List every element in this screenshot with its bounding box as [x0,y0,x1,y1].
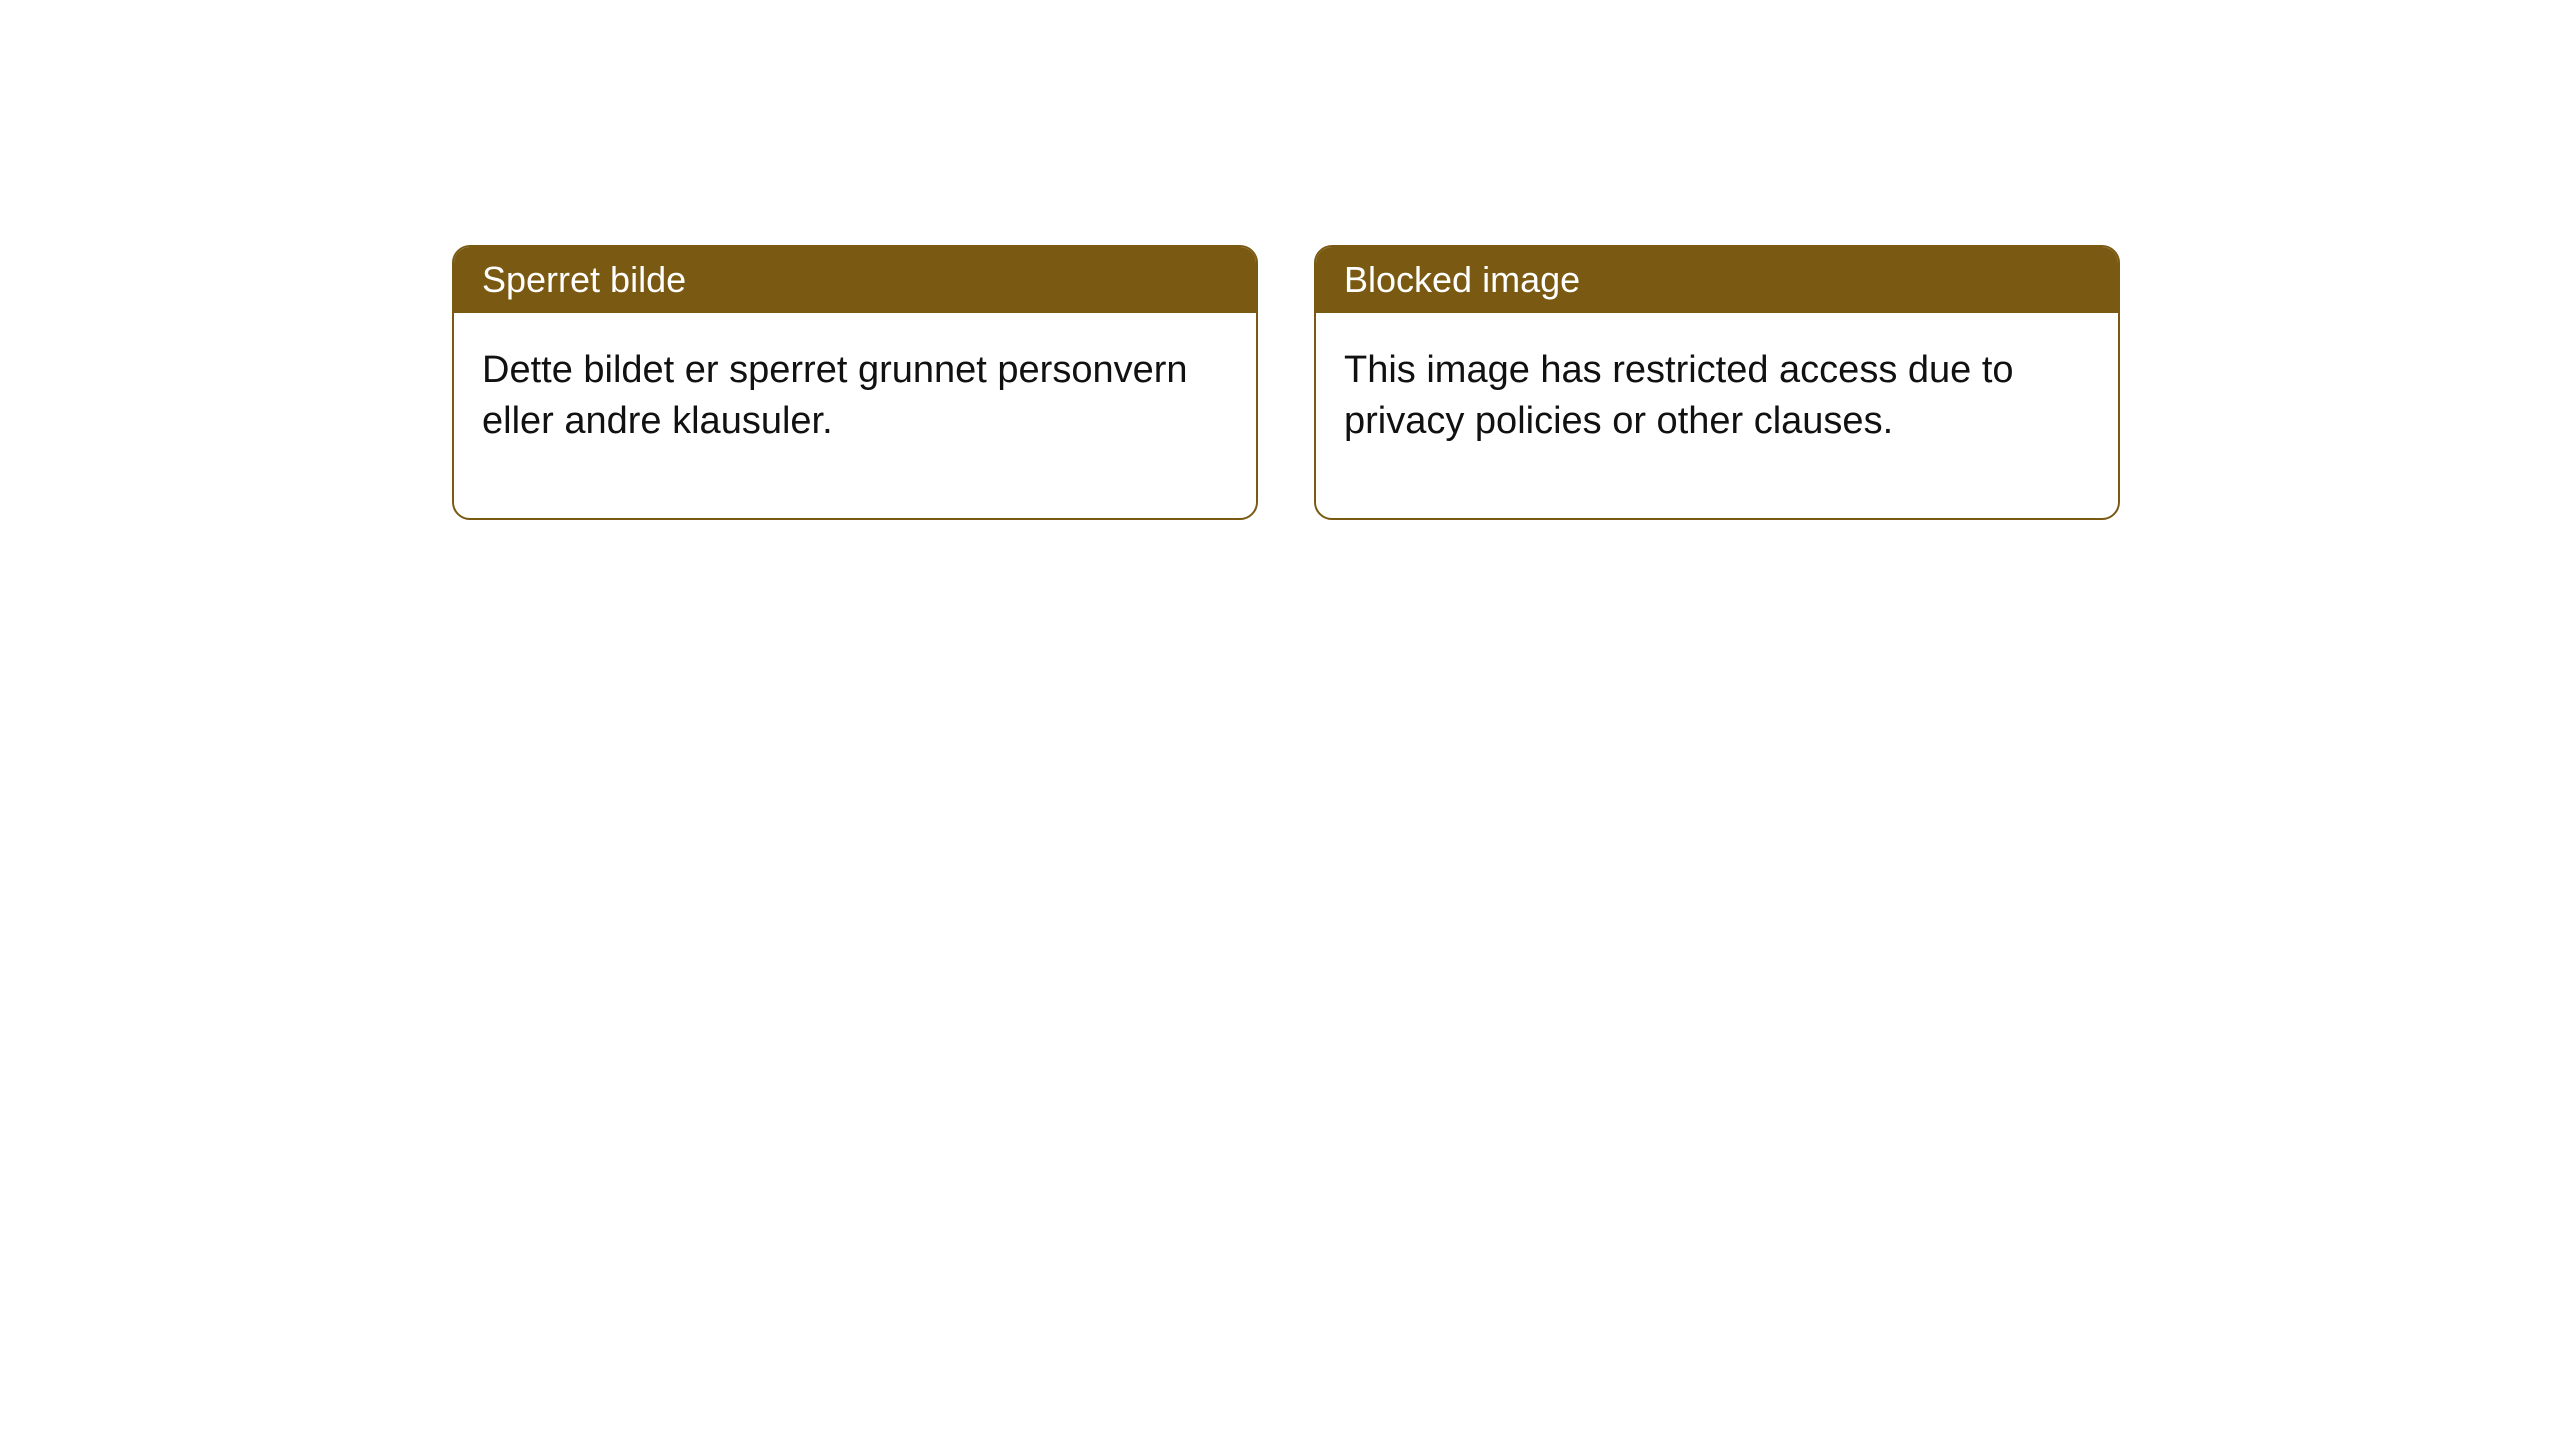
notice-body-en: This image has restricted access due to … [1316,313,2118,518]
notice-container: Sperret bilde Dette bildet er sperret gr… [0,0,2560,520]
notice-card-en: Blocked image This image has restricted … [1314,245,2120,520]
notice-header-no: Sperret bilde [454,247,1256,313]
notice-body-no: Dette bildet er sperret grunnet personve… [454,313,1256,518]
notice-header-en: Blocked image [1316,247,2118,313]
notice-card-no: Sperret bilde Dette bildet er sperret gr… [452,245,1258,520]
